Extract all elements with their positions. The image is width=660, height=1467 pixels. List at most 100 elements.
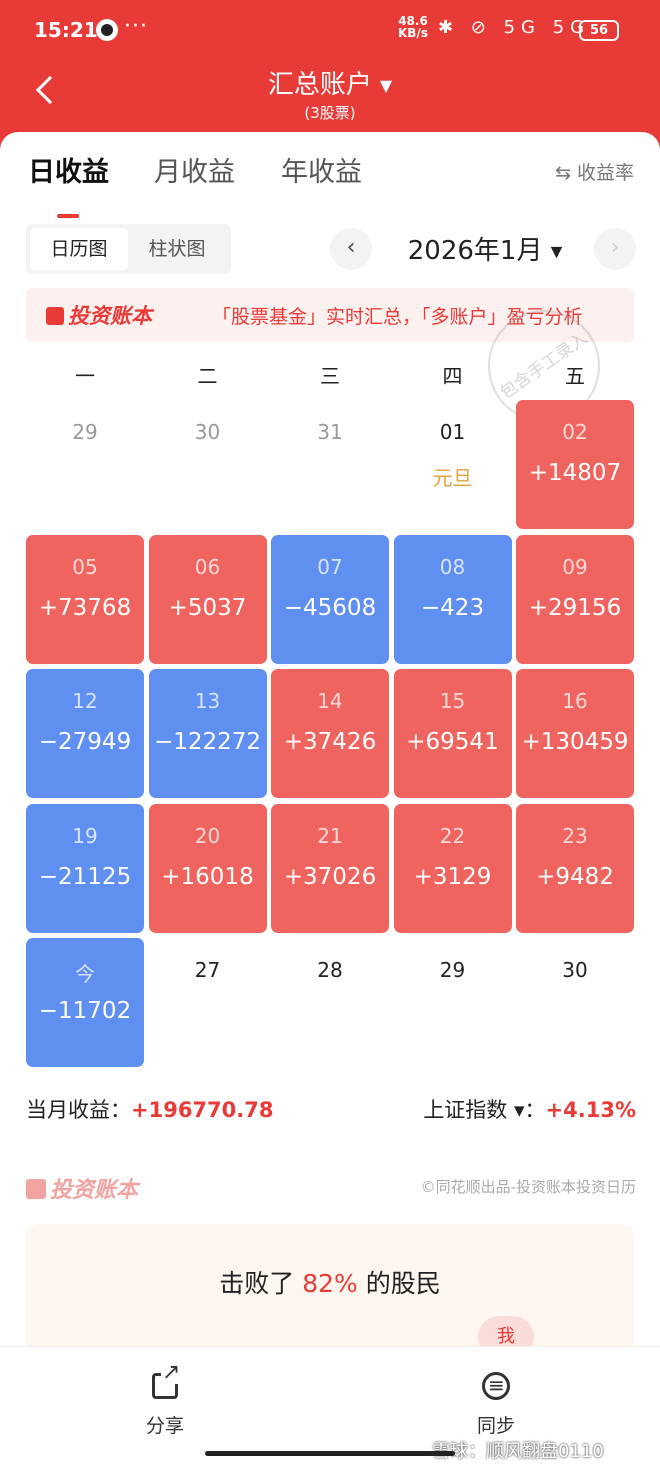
calendar-day-cell[interactable]: 01 元旦	[394, 400, 512, 529]
calendar-day-cell[interactable]: 09 +29156	[516, 534, 634, 664]
day-pnl: −45608	[283, 594, 377, 621]
day-number: 29	[439, 958, 466, 982]
weekday-header: 一二三四五	[26, 360, 636, 390]
next-month-button[interactable]: ›	[594, 228, 636, 270]
brand-logo-footer: 投资账本	[26, 1178, 138, 1203]
share-button[interactable]: 分享	[105, 1362, 225, 1438]
calendar-day-cell[interactable]: 13 −122272	[148, 669, 267, 798]
promo-banner[interactable]: 投资账本 「股票基金」实时汇总，「多账户」盈亏分析	[26, 288, 634, 342]
calendar-day-cell[interactable]: 12 −27949	[26, 669, 144, 798]
month-picker[interactable]: 2026年1月 ▼	[407, 236, 563, 266]
ledger-icon	[26, 1179, 46, 1199]
month-summary: 当月收益：+196770.78 上证指数 ▾：+4.13%	[26, 1094, 636, 1130]
calendar-day-cell[interactable]: 19 −21125	[26, 803, 144, 933]
content-sheet: 日收益 月收益 年收益 ⇆ 收益率 日历图 柱状图 ‹ 2026年1月 ▼ › 投…	[0, 132, 660, 1467]
weekday-label: 一	[75, 364, 95, 388]
day-pnl: −27949	[38, 729, 132, 755]
account-subtitle: (3股票)	[304, 104, 356, 122]
day-number: 15	[439, 689, 466, 713]
tab-monthly[interactable]: 月收益	[154, 157, 235, 188]
day-pnl: +5037	[168, 594, 247, 621]
calendar-day-cell[interactable]: 08 −423	[393, 534, 512, 664]
calendar-view-button[interactable]: 日历图	[30, 228, 128, 270]
day-pnl: −11702	[38, 998, 132, 1024]
weekday-label: 五	[565, 364, 585, 388]
period-tabs: 日收益 月收益 年收益 ⇆ 收益率	[0, 150, 660, 218]
calendar-day-cell[interactable]: 27	[149, 938, 267, 1067]
day-number: 27	[194, 958, 221, 982]
share-icon	[152, 1362, 182, 1399]
bar-view-button[interactable]: 柱状图	[148, 238, 206, 260]
battery-icon: 56	[579, 20, 619, 41]
day-number: 02	[562, 420, 588, 444]
calendar-day-cell[interactable]: 02 +14807	[516, 400, 634, 529]
calendar-day-cell[interactable]: 06 +5037	[148, 534, 267, 664]
calendar-day-cell[interactable]: 16 +130459	[516, 669, 634, 798]
signal-icons: ✱ ⊘ 5G 5G	[438, 17, 591, 38]
calendar-day-cell[interactable]: 28	[271, 938, 389, 1067]
sync-icon	[482, 1371, 510, 1400]
calendar-day-cell[interactable]: 30	[149, 400, 267, 529]
brand-logo: 投资账本	[46, 300, 152, 330]
clock-app-icon	[96, 19, 118, 41]
calendar-day-cell[interactable]: 07 −45608	[271, 534, 389, 664]
tab-daily[interactable]: 日收益	[28, 157, 109, 188]
day-number: 16	[562, 689, 588, 713]
prev-month-button[interactable]: ‹	[330, 228, 372, 270]
calendar-day-cell[interactable]: 今 −11702	[26, 938, 144, 1067]
day-pnl: +73768	[38, 594, 132, 621]
calendar-day-cell[interactable]: 22 +3129	[393, 803, 512, 933]
calendar-day-cell[interactable]: 05 +73768	[26, 534, 144, 664]
day-pnl: −122272	[153, 729, 262, 755]
ledger-icon	[46, 307, 64, 325]
day-pnl: −423	[420, 594, 485, 621]
day-number: 29	[72, 420, 98, 444]
index-label: 上证指数	[423, 1098, 508, 1122]
calendar-day-cell[interactable]: 15 +69541	[393, 669, 512, 798]
brand-line: 投资账本 ©同花顺出品-投资账本投资日历	[26, 1172, 636, 1203]
day-pnl: +29156	[528, 594, 622, 621]
ranking-text: 击败了 82% 的股民	[219, 1269, 441, 1298]
weekday-label: 四	[442, 364, 463, 388]
account-selector[interactable]: 汇总账户 ▼	[0, 64, 660, 101]
day-pnl: +37026	[283, 863, 377, 890]
day-number: 30	[562, 958, 588, 982]
status-time: 15:21	[34, 18, 98, 42]
day-number: 30	[194, 420, 221, 444]
calendar-day-cell[interactable]: 31	[271, 400, 389, 529]
month-pnl-value: +196770.78	[131, 1098, 274, 1122]
day-number: 01	[439, 420, 466, 444]
calendar-day-cell[interactable]: 23 +9482	[516, 803, 634, 933]
promo-text: 「股票基金」实时汇总，「多账户」盈亏分析	[212, 306, 583, 328]
day-number: 31	[317, 420, 343, 444]
day-number: 14	[317, 689, 343, 713]
day-pnl: +16018	[161, 863, 254, 890]
day-number: 07	[317, 554, 343, 579]
tab-yearly[interactable]: 年收益	[281, 157, 362, 188]
day-number: 20	[194, 823, 221, 848]
network-speed: 48.6 KB/s	[398, 14, 428, 40]
calendar-day-cell[interactable]: 14 +37426	[271, 669, 389, 798]
calendar-day-cell[interactable]: 21 +37026	[271, 803, 389, 933]
page-title: 汇总账户	[267, 70, 372, 100]
rate-toggle-button[interactable]: ⇆ 收益率	[555, 162, 634, 184]
swap-icon: ⇆	[555, 162, 571, 184]
caret-down-icon: ▼	[550, 242, 563, 261]
sync-button[interactable]: 同步	[436, 1367, 556, 1438]
home-indicator[interactable]	[205, 1451, 455, 1456]
caret-down-icon: ▾	[514, 1098, 525, 1122]
watermark-text: 雪球：顺风翻盘0110	[432, 1441, 604, 1462]
index-compare[interactable]: 上证指数 ▾：+4.13%	[423, 1098, 636, 1122]
calendar-day-cell[interactable]: 29	[26, 400, 144, 529]
day-pnl: +37426	[283, 729, 377, 755]
day-pnl: +130459	[521, 729, 629, 755]
calendar-day-cell[interactable]: 20 +16018	[148, 803, 267, 933]
view-toggle: 日历图 柱状图	[26, 224, 231, 274]
calendar-day-cell[interactable]: 29	[394, 938, 512, 1067]
calendar-day-cell[interactable]: 30	[516, 938, 634, 1067]
bottom-action-bar: 分享 同步 雪球：顺风翻盘0110	[0, 1346, 660, 1467]
day-number: 19	[72, 823, 98, 848]
tab-underline	[57, 214, 79, 218]
weekday-label: 三	[320, 364, 340, 388]
day-pnl: +3129	[413, 863, 492, 890]
